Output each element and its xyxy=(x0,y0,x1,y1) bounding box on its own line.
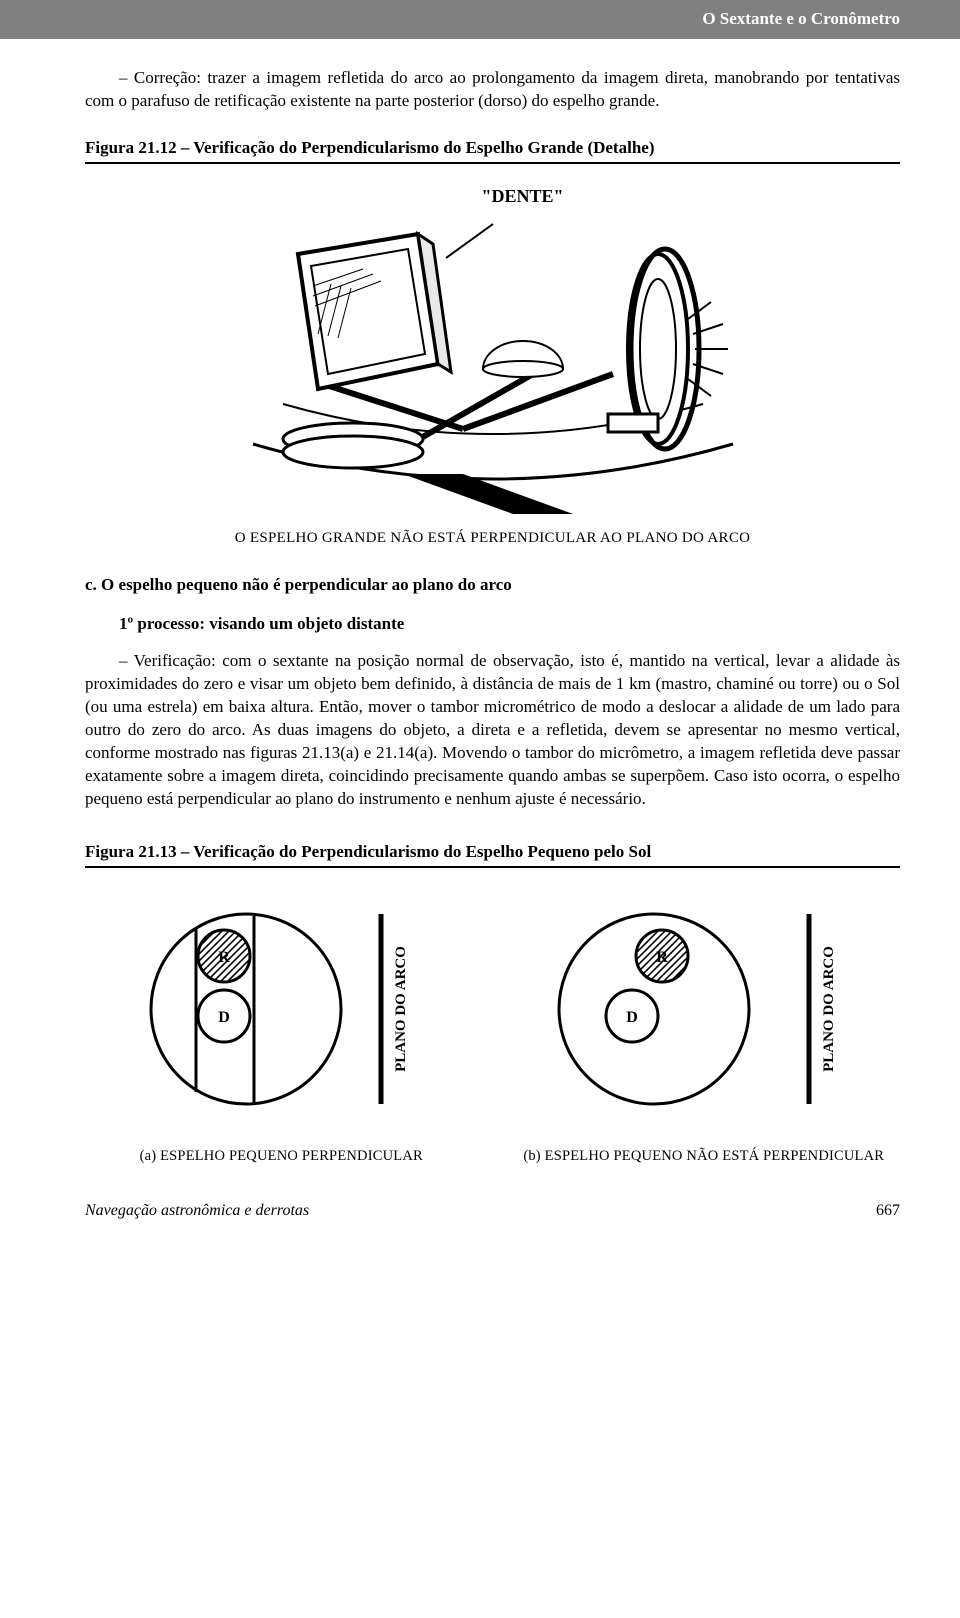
figure-rule-2 xyxy=(85,866,900,868)
label-r: R xyxy=(218,949,230,966)
figure-21-12-illustration xyxy=(213,214,773,514)
label-d: D xyxy=(218,1009,230,1026)
label-r-b: R xyxy=(656,949,668,966)
paragraph-correcao: – Correção: trazer a imagem refletida do… xyxy=(85,67,900,113)
dente-label: "DENTE" xyxy=(145,184,900,208)
page-footer: Navegação astronômica e derrotas 667 xyxy=(85,1200,900,1222)
footer-left: Navegação astronômica e derrotas xyxy=(85,1200,309,1222)
running-title-text: O Sextante e o Cronômetro xyxy=(702,9,900,28)
label-d-b: D xyxy=(626,1009,638,1026)
panel-a-caption: (a) ESPELHO PEQUENO PERPENDICULAR xyxy=(85,1147,478,1167)
plano-do-arco-label-b: PLANO DO ARCO xyxy=(821,946,837,1072)
figure-21-13-panel-a: R D PLANO DO ARCO (a) ESPELHO PEQUENO PE… xyxy=(85,894,478,1167)
figure-21-13-pair: R D PLANO DO ARCO (a) ESPELHO PEQUENO PE… xyxy=(85,894,900,1167)
panel-a-svg: R D PLANO DO ARCO xyxy=(126,894,436,1124)
panel-b-caption: (b) ESPELHO PEQUENO NÃO ESTÁ PERPENDICUL… xyxy=(508,1147,901,1167)
figure-21-13-panel-b: R D PLANO DO ARCO (b) ESPELHO PEQUENO NÃ… xyxy=(508,894,901,1167)
figure-21-13-title: Figura 21.13 – Verificação do Perpendicu… xyxy=(85,841,900,864)
panel-b-svg: R D PLANO DO ARCO xyxy=(534,894,874,1124)
plano-do-arco-label-a: PLANO DO ARCO xyxy=(393,946,409,1072)
figure-rule xyxy=(85,162,900,164)
section-c-body: – Verificação: com o sextante na posição… xyxy=(85,650,900,811)
section-c-heading: c. O espelho pequeno não é perpendicular… xyxy=(85,574,900,597)
figure-21-12-title: Figura 21.12 – Verificação do Perpendicu… xyxy=(85,137,900,160)
figure-21-12-caption: O ESPELHO GRANDE NÃO ESTÁ PERPENDICULAR … xyxy=(85,528,900,548)
running-header: O Sextante e o Cronômetro xyxy=(0,0,960,39)
section-c-subheading: 1º processo: visando um objeto distante xyxy=(85,613,900,636)
footer-page-number: 667 xyxy=(876,1200,900,1222)
